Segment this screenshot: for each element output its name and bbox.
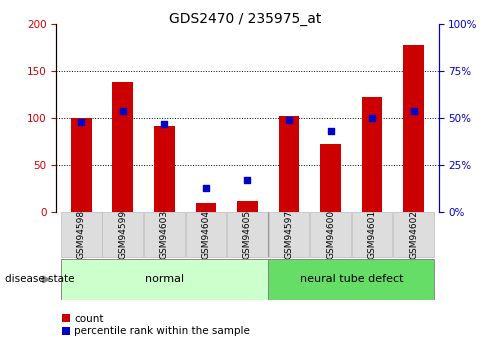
Point — [410, 108, 417, 114]
Bar — [279, 116, 299, 212]
Legend: count, percentile rank within the sample: count, percentile rank within the sample — [62, 314, 250, 336]
Point — [160, 121, 168, 127]
Point — [285, 117, 293, 123]
Bar — [237, 201, 258, 212]
Bar — [403, 45, 424, 212]
Text: disease state: disease state — [5, 275, 74, 284]
Bar — [186, 212, 226, 257]
Bar — [393, 212, 434, 257]
Text: neural tube defect: neural tube defect — [299, 275, 403, 284]
Bar — [61, 212, 101, 257]
Bar — [362, 98, 383, 212]
Text: GSM94602: GSM94602 — [409, 210, 418, 259]
Text: GSM94605: GSM94605 — [243, 210, 252, 259]
Point — [244, 177, 251, 183]
Text: GSM94599: GSM94599 — [118, 210, 127, 259]
Text: normal: normal — [145, 275, 184, 284]
Point — [119, 108, 127, 114]
Bar — [112, 82, 133, 212]
Text: GDS2470 / 235975_at: GDS2470 / 235975_at — [169, 12, 321, 26]
Text: GSM94597: GSM94597 — [285, 210, 294, 259]
Bar — [269, 212, 309, 257]
Bar — [154, 126, 175, 212]
Bar — [268, 259, 435, 300]
Text: GSM94598: GSM94598 — [77, 210, 86, 259]
Bar — [352, 212, 392, 257]
Point — [327, 129, 335, 134]
Bar — [60, 259, 268, 300]
Bar — [196, 203, 216, 212]
Bar — [227, 212, 268, 257]
Bar — [71, 118, 92, 212]
Point — [368, 115, 376, 121]
Text: GSM94604: GSM94604 — [201, 210, 210, 259]
Bar — [310, 212, 351, 257]
Text: GSM94603: GSM94603 — [160, 210, 169, 259]
Point — [77, 119, 85, 125]
Text: GSM94600: GSM94600 — [326, 210, 335, 259]
Point — [202, 185, 210, 190]
Bar — [144, 212, 185, 257]
Bar — [320, 145, 341, 212]
Bar — [102, 212, 143, 257]
Text: GSM94601: GSM94601 — [368, 210, 377, 259]
